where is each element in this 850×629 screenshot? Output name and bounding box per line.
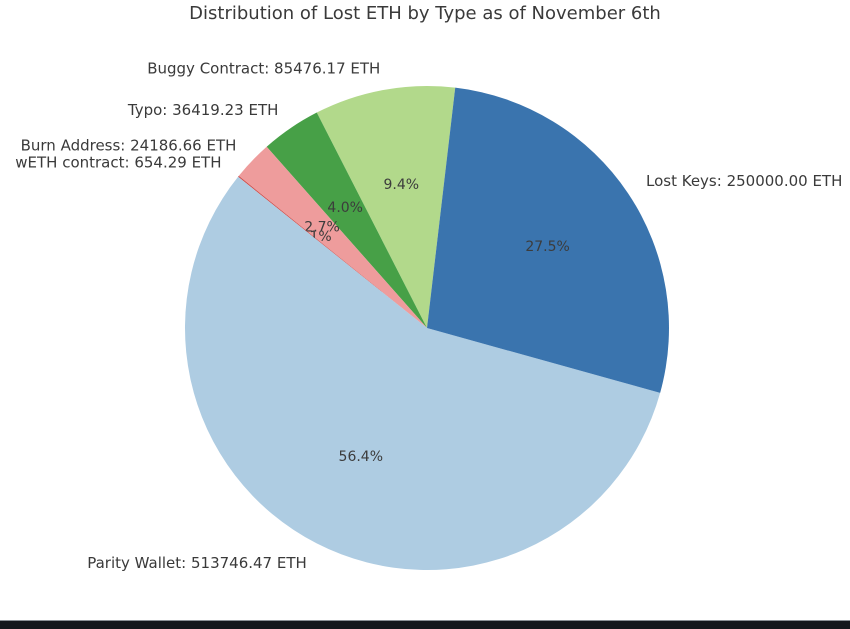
pie-slice-weth-contract <box>238 175 427 328</box>
pie-slice-typo <box>266 112 427 328</box>
pie-pct-label-burn-address: 2.7% <box>304 220 340 236</box>
pie-pct-label-buggy-contract: 9.4% <box>384 177 420 193</box>
pie-pct-label-typo: 4.0% <box>327 200 363 216</box>
pie-outer-label-parity-wallet: Parity Wallet: 513746.47 ETH <box>87 554 307 572</box>
pie-pct-label-lost-keys: 27.5% <box>525 239 569 255</box>
pie-outer-label-weth-contract: wETH contract: 654.29 ETH <box>15 154 221 172</box>
pie-slice-burn-address <box>238 146 427 328</box>
pie-outer-label-buggy-contract: Buggy Contract: 85476.17 ETH <box>147 59 380 77</box>
pie-outer-label-typo: Typo: 36419.23 ETH <box>127 101 278 119</box>
pie-slice-lost-keys <box>427 87 669 393</box>
pie-slice-parity-wallet <box>184 176 661 571</box>
pie-outer-label-burn-address: Burn Address: 24186.66 ETH <box>21 137 237 155</box>
pie-slice-buggy-contract <box>316 85 456 328</box>
bottom-window-edge <box>0 620 850 629</box>
pie-pct-label-parity-wallet: 56.4% <box>339 449 383 465</box>
pie-outer-label-lost-keys: Lost Keys: 250000.00 ETH <box>646 172 842 190</box>
chart-title: Distribution of Lost ETH by Type as of N… <box>189 3 661 24</box>
